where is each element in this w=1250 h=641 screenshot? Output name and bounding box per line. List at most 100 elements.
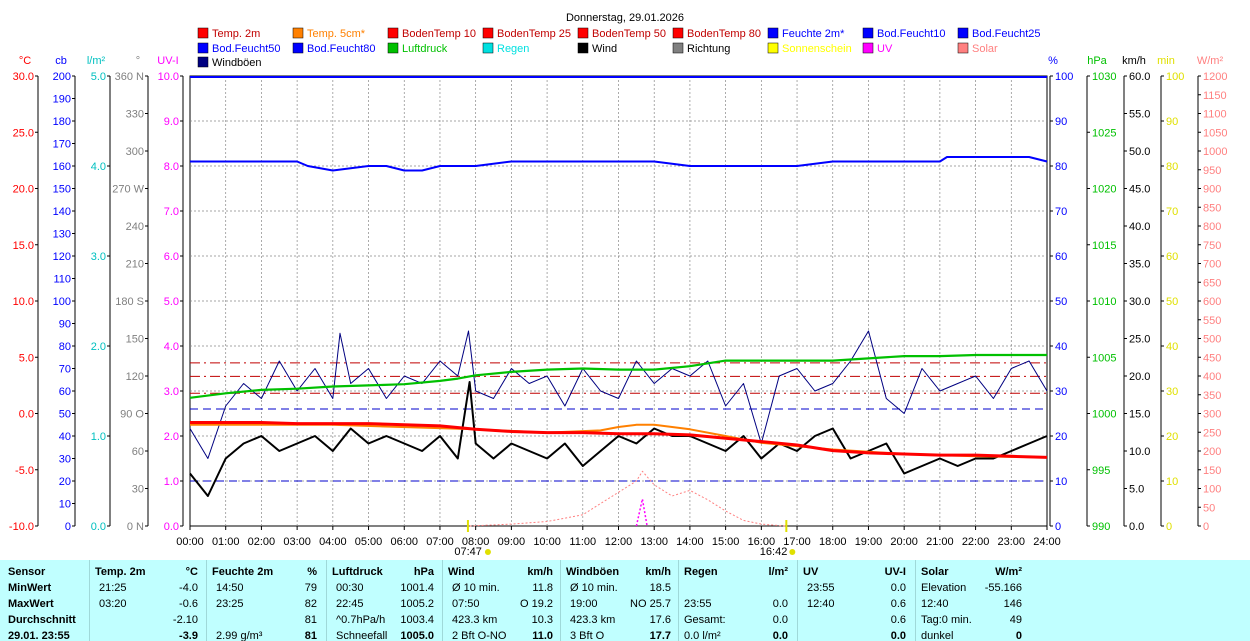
- stats-column-separator: [442, 560, 443, 641]
- right-axis-tick-label: 10: [1166, 476, 1178, 488]
- stats-cell-value: -4.0: [179, 582, 198, 594]
- legend-swatch: [672, 42, 684, 54]
- legend-swatch: [767, 27, 779, 39]
- left-axis-tick-label: 360 N: [115, 71, 144, 83]
- stats-cell-note: Gesamt:: [684, 614, 726, 626]
- left-axis-tick-label: 90: [59, 319, 71, 331]
- series-line-feuchte-2m-: [190, 156, 1048, 172]
- left-axis-tick-label: 9.0: [164, 116, 179, 128]
- stats-cell-note: Schneefall: [336, 630, 388, 641]
- stats-column-separator: [797, 560, 798, 641]
- x-axis-tick-label: 22:00: [962, 536, 990, 548]
- series-line-windb-en: [189, 330, 1048, 459]
- stats-row-label: MinWert: [8, 582, 52, 594]
- stats-row-label: 29.01. 23:55: [8, 630, 70, 641]
- stats-cell-note: 14:50: [216, 582, 244, 594]
- right-axis-tick-label: 700: [1203, 259, 1221, 271]
- legend-swatch: [387, 27, 399, 39]
- right-axis-tick-label: 70: [1166, 206, 1178, 218]
- left-axis-unit: °: [136, 55, 140, 67]
- left-axis-tick-label: 150: [126, 334, 144, 346]
- x-axis-tick-label: 04:00: [319, 536, 347, 548]
- right-axis-tick-label: 990: [1092, 521, 1110, 533]
- right-axis-tick-label: 750: [1203, 240, 1221, 252]
- stats-header: Feuchte 2m: [212, 566, 274, 578]
- left-axis-tick-label: 0.0: [19, 409, 34, 421]
- legend-swatch: [482, 42, 494, 54]
- right-axis-tick-label: 50: [1166, 296, 1178, 308]
- stats-cell-value: 17.7: [649, 630, 671, 641]
- stats-cell-note: 12:40: [807, 598, 835, 610]
- right-axis-tick-label: 60.0: [1129, 71, 1150, 83]
- stats-column-separator: [915, 560, 916, 641]
- stats-cell-value: 0.0: [772, 614, 788, 626]
- x-axis-tick-label: 20:00: [890, 536, 918, 548]
- x-axis-tick-label: 05:00: [355, 536, 383, 548]
- stats-cell-value: 81: [304, 630, 317, 641]
- stats-row-label: Durchschnitt: [8, 614, 76, 626]
- legend-label: Bod.Feucht80: [307, 43, 376, 55]
- right-axis-unit: hPa: [1087, 55, 1107, 67]
- left-axis-tick-label: 0: [65, 521, 71, 533]
- right-axis-tick-label: 0: [1166, 521, 1172, 533]
- stats-row-label: MaxWert: [8, 598, 54, 610]
- right-axis-tick-label: 900: [1203, 184, 1221, 196]
- stats-cell-value: -2.10: [172, 614, 198, 626]
- right-axis-tick-label: 550: [1203, 315, 1221, 327]
- legend-label: BodenTemp 50: [592, 28, 666, 40]
- left-axis-tick-label: 190: [53, 94, 71, 106]
- left-axis-tick-label: 200: [53, 71, 71, 83]
- left-axis-tick-label: 25.0: [13, 127, 34, 139]
- right-axis-tick-label: 0: [1203, 521, 1209, 533]
- stats-cell-value: 18.5: [649, 582, 671, 594]
- right-axis-tick-label: 10: [1055, 476, 1067, 488]
- stats-cell-value: 0.6: [890, 614, 906, 626]
- stats-header: Regen: [684, 566, 718, 578]
- stats-cell-value: 49: [1009, 614, 1022, 626]
- right-axis-tick-label: 50: [1055, 296, 1067, 308]
- legend-label: BodenTemp 10: [402, 28, 476, 40]
- left-axis-tick-label: 10.0: [13, 296, 34, 308]
- legend-swatch: [577, 42, 589, 54]
- right-axis-tick-label: 1100: [1203, 109, 1227, 121]
- left-axis-tick-label: 330: [126, 109, 144, 121]
- left-axis-tick-label: 5.0: [91, 71, 106, 83]
- left-axis-tick-label: 40: [59, 431, 71, 443]
- x-axis-tick-label: 16:00: [748, 536, 776, 548]
- stats-header: Solar: [921, 566, 949, 578]
- x-axis-tick-label: 23:00: [998, 536, 1026, 548]
- left-axis-tick-label: 270 W: [112, 184, 144, 196]
- plot-area: [189, 75, 1048, 527]
- right-axis-unit: min: [1157, 55, 1175, 67]
- legend-label: Feuchte 2m*: [782, 28, 845, 40]
- right-axis-tick-label: 20: [1166, 431, 1178, 443]
- left-axis-tick-label: 50: [59, 409, 71, 421]
- left-axis-tick-label: 8.0: [164, 161, 179, 173]
- x-axis-tick-label: 03:00: [283, 536, 311, 548]
- right-axis-tick-label: 500: [1203, 334, 1221, 346]
- chart-legend: Temp. 2m Temp. 5cm* BodenTemp 10 BodenTemp …: [197, 27, 1041, 69]
- stats-cell-value: 11.8: [532, 582, 553, 594]
- right-axis-tick-label: 100: [1203, 484, 1221, 496]
- legend-label: Wind: [592, 43, 617, 55]
- left-axis-tick-label: 130: [53, 229, 71, 241]
- stats-header: Wind: [448, 566, 475, 578]
- right-axis-tick-label: 350: [1203, 390, 1221, 402]
- x-axis-tick-label: 14:00: [676, 536, 704, 548]
- right-axis-tick-label: 1050: [1203, 127, 1227, 139]
- legend-swatch: [957, 42, 969, 54]
- stats-cell-value: 0.0: [890, 630, 906, 641]
- x-axis-tick-label: 02:00: [248, 536, 276, 548]
- legend-swatch: [197, 56, 209, 68]
- stats-cell-value: 1005.2: [400, 598, 434, 610]
- x-axis-tick-label: 07:00: [426, 536, 454, 548]
- stats-header: Temp. 2m: [95, 566, 146, 578]
- right-axis-tick-label: 1030: [1092, 71, 1116, 83]
- left-axis-tick-label: 2.0: [164, 431, 179, 443]
- right-axis-tick-label: 40: [1055, 341, 1067, 353]
- right-axis-tick-label: 600: [1203, 296, 1221, 308]
- stats-cell-value: 10.3: [531, 614, 553, 626]
- stats-cell-value: 0.0: [772, 598, 788, 610]
- right-axis-tick-label: 450: [1203, 352, 1221, 364]
- left-axis-tick-label: 240: [126, 221, 144, 233]
